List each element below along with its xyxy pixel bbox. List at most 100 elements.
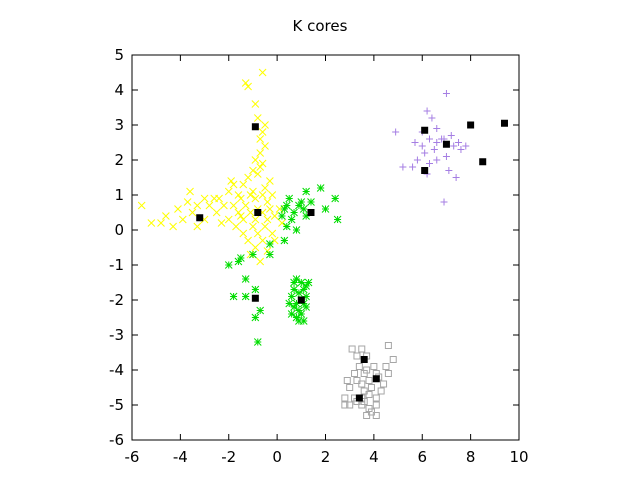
marker-core [355, 394, 363, 402]
data-point [367, 384, 375, 391]
data-point [372, 401, 380, 409]
marker-stroke [236, 194, 245, 203]
data-point [268, 229, 277, 238]
marker-core [196, 214, 204, 222]
data-point [346, 384, 354, 391]
data-point [341, 401, 349, 409]
data-point [227, 177, 236, 185]
marker-stroke [268, 229, 277, 238]
marker-stroke [258, 128, 267, 136]
marker-stroke [169, 222, 177, 231]
data-point [263, 198, 272, 206]
marker-square [367, 384, 375, 391]
marker-stroke [188, 208, 197, 217]
data-point [188, 208, 197, 217]
marker-stroke [239, 229, 248, 238]
data-point [246, 191, 255, 199]
data-point [382, 363, 390, 370]
y-tick-label: 4 [114, 81, 124, 99]
marker-stroke [287, 292, 296, 301]
data-point [343, 377, 351, 384]
data-point [251, 100, 260, 108]
marker-stroke [258, 68, 267, 77]
x-tick-label: -4 [173, 448, 188, 466]
data-point [433, 125, 441, 132]
data-point [297, 296, 305, 304]
marker-stroke [162, 212, 170, 220]
data-point [280, 236, 289, 245]
data-point [351, 370, 359, 377]
data-point [421, 167, 429, 174]
marker-stroke [333, 215, 342, 224]
marker-stroke [234, 257, 243, 266]
data-point [251, 123, 259, 131]
data-point [370, 363, 378, 370]
marker-stroke [200, 215, 209, 224]
marker-stroke [253, 114, 262, 122]
marker-stroke [258, 159, 267, 168]
data-point [244, 173, 252, 182]
marker-stroke [290, 278, 298, 287]
data-point [380, 380, 388, 388]
marker-stroke [174, 205, 182, 213]
data-point [253, 338, 262, 346]
data-point [287, 215, 296, 224]
marker-stroke [290, 208, 298, 217]
data-point [360, 370, 368, 377]
data-point [442, 153, 450, 160]
data-point [258, 191, 267, 199]
data-point [256, 163, 265, 171]
marker-stroke [251, 243, 260, 252]
data-point [266, 240, 274, 248]
data-point [355, 394, 363, 402]
data-point [292, 226, 301, 234]
y-tick-label: 5 [114, 46, 124, 64]
marker-core [421, 167, 429, 174]
data-point [256, 306, 265, 315]
marker-stroke [251, 194, 260, 203]
data-point [372, 375, 380, 383]
marker-stroke [241, 79, 250, 87]
data-point [290, 285, 298, 294]
marker-square [370, 363, 378, 370]
marker-square [358, 380, 366, 388]
data-point [365, 377, 373, 384]
data-point [251, 194, 260, 203]
data-point [229, 292, 238, 301]
marker-stroke [266, 240, 274, 248]
marker-stroke [205, 201, 214, 210]
data-point [346, 401, 354, 409]
data-point [174, 205, 182, 213]
data-point [270, 212, 279, 220]
marker-stroke [285, 194, 294, 203]
data-point [258, 68, 267, 77]
data-point [241, 201, 250, 210]
data-point [440, 198, 448, 206]
marker-stroke [256, 306, 265, 315]
marker-square [341, 394, 349, 402]
data-point [249, 222, 257, 231]
data-point [287, 310, 296, 318]
marker-stroke [147, 219, 156, 227]
y-tick-label: -1 [109, 256, 124, 274]
data-point [341, 394, 349, 402]
data-point [239, 229, 248, 238]
marker-stroke [183, 198, 192, 206]
marker-stroke [280, 236, 289, 245]
data-point [196, 214, 204, 222]
marker-stroke [268, 191, 277, 199]
marker-core [500, 119, 508, 127]
data-point [360, 356, 368, 363]
data-point [193, 222, 202, 231]
data-point [147, 219, 156, 227]
marker-square [360, 370, 368, 377]
marker-stroke [287, 215, 296, 224]
data-point [389, 356, 397, 363]
data-point [200, 194, 209, 203]
data-point [433, 156, 441, 164]
data-point [355, 363, 363, 370]
data-point [321, 205, 330, 213]
marker-stroke [266, 250, 274, 259]
data-point [253, 114, 262, 122]
data-point [358, 380, 366, 388]
